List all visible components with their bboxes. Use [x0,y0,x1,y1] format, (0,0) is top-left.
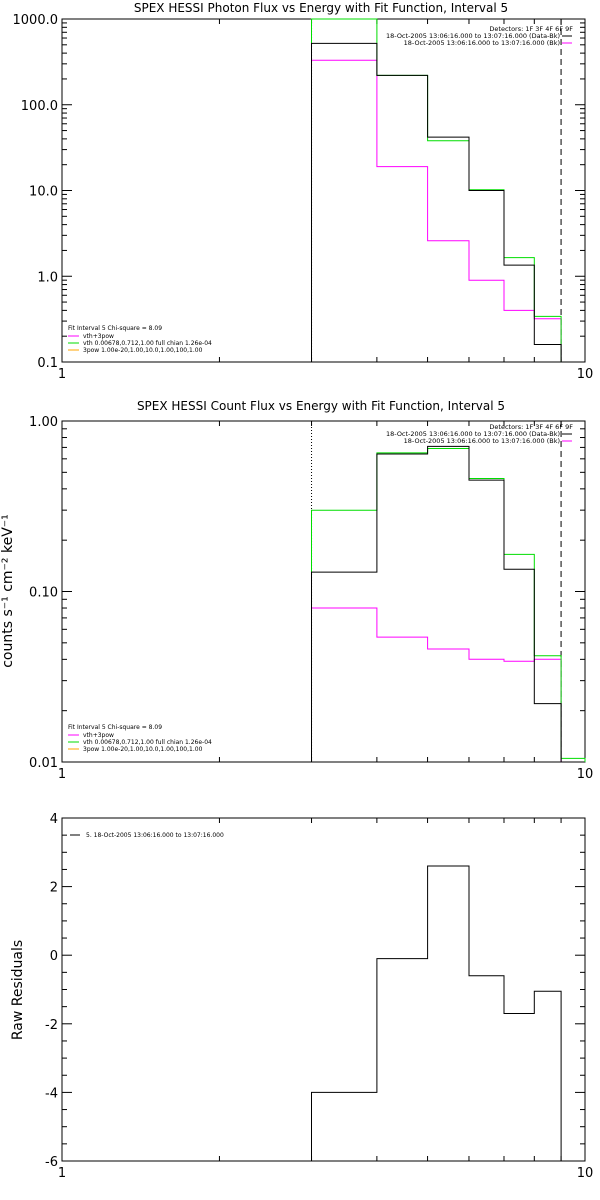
panel3-histograms [311,865,562,1161]
panel2-title: SPEX HESSI Count Flux vs Energy with Fit… [137,399,505,413]
panel2-legend-data-bk: 18-Oct-2005 13:06:16.000 to 13:07:16.000… [386,430,560,438]
panel3-y-axis-label: Raw Residuals [10,940,26,1040]
y-tick-label: 4 [50,812,58,827]
panel2-histograms [311,445,586,762]
panel2-fit-entry-1: vth+3pow [83,732,114,739]
y-tick-label: -2 [45,1018,58,1033]
x-tick-label: 10 [577,767,594,782]
y-tick-label: 0 [50,949,58,964]
panel2-range-markers [311,421,562,762]
histogram-series [311,445,562,762]
y-tick-label: 2 [50,881,58,896]
x-tick-label: 1 [58,367,66,382]
x-tick-label: 1 [58,767,66,782]
panel3-ticks: 1 10 -6 -4 -2 0 2 4 [45,812,593,1181]
panel1-fit-entry-1: vth+3pow [83,333,114,340]
panel1-fit-legend: Fit Interval 5 Chi-square = 8.09 vth+3po… [68,325,212,354]
panel3-frame [61,817,586,1162]
panel1-ticks: 1 10 0.1 1.0 10.0 100.0 1000.0 [13,13,594,382]
panel2-top-legend: Detectors: 1F 3F 4F 6F 9F 18-Oct-2005 13… [386,423,573,445]
y-tick-label: 1.0 [37,270,58,285]
panel1-fit-entry-2: vth 0.00678,0.712,1.00 full chian 1.26e-… [83,340,212,347]
x-tick-label: 10 [577,367,594,382]
panel3-legend-entry: 5. 18-Oct-2005 13:06:16.000 to 13:07:16.… [86,832,224,839]
panel2-fit-entry-3: 3pow 1.00e-20,1.00,10.0,1.00,100,1.00 [83,746,203,753]
panel1-fit-header: Fit Interval 5 Chi-square = 8.09 [68,325,162,332]
photon-flux-panel: SPEX HESSI Photon Flux vs Energy with Fi… [13,1,594,382]
panel1-detectors-label: Detectors: 1F 3F 4F 6F 9F [489,25,573,33]
panel1-legend-data-bk: 18-Oct-2005 13:06:16.000 to 13:07:16.000… [386,32,560,40]
y-tick-label: 0.01 [29,756,58,771]
panel2-fit-legend: Fit Interval 5 Chi-square = 8.09 vth+3po… [68,724,212,753]
residuals-panel: Raw Residuals 1 10 -6 -4 -2 0 2 4 5. 18-Oct-200… [10,812,593,1181]
panel2-detectors-label: Detectors: 1F 3F 4F 6F 9F [489,423,573,431]
panel2-ticks: 1 10 0.01 0.10 1.00 [29,415,593,782]
x-tick-label: 10 [577,1166,594,1181]
y-tick-label: 0.10 [29,586,58,601]
panel1-top-legend: Detectors: 1F 3F 4F 6F 9F 18-Oct-2005 13… [386,25,573,47]
panel2-y-axis-label: counts s⁻¹ cm⁻² keV⁻¹ [0,514,16,668]
panel1-legend-bk: 18-Oct-2005 13:06:16.000 to 13:07:16.000… [404,39,560,47]
x-tick-label: 1 [58,1166,66,1181]
panel2-frame [61,420,586,763]
panel1-title: SPEX HESSI Photon Flux vs Energy with Fi… [134,1,508,15]
count-flux-panel: SPEX HESSI Count Flux vs Energy with Fit… [0,399,593,782]
y-tick-label: -4 [45,1086,58,1101]
histogram-series [311,448,586,762]
panel3-legend: 5. 18-Oct-2005 13:06:16.000 to 13:07:16.… [70,832,224,839]
panel2-legend-bk: 18-Oct-2005 13:06:16.000 to 13:07:16.000… [404,437,560,445]
panel2-fit-entry-2: vth 0.00678,0.712,1.00 full chian 1.26e-… [83,739,212,746]
panel1-fit-entry-3: 3pow 1.00e-20,1.00,10.0,1.00,100,1.00 [83,347,203,354]
y-tick-label: 100.0 [21,99,58,114]
panel1-histograms [311,18,562,362]
histogram-series [311,865,562,1161]
panel2-fit-header: Fit Interval 5 Chi-square = 8.09 [68,724,162,731]
histogram-series [311,607,562,762]
y-tick-label: 1.00 [29,415,58,430]
y-tick-label: -6 [45,1155,58,1170]
y-tick-label: 0.1 [37,356,58,371]
histogram-series [311,59,562,362]
histogram-series [311,42,562,362]
y-tick-label: 10.0 [29,185,58,200]
y-tick-label: 1000.0 [13,13,59,28]
